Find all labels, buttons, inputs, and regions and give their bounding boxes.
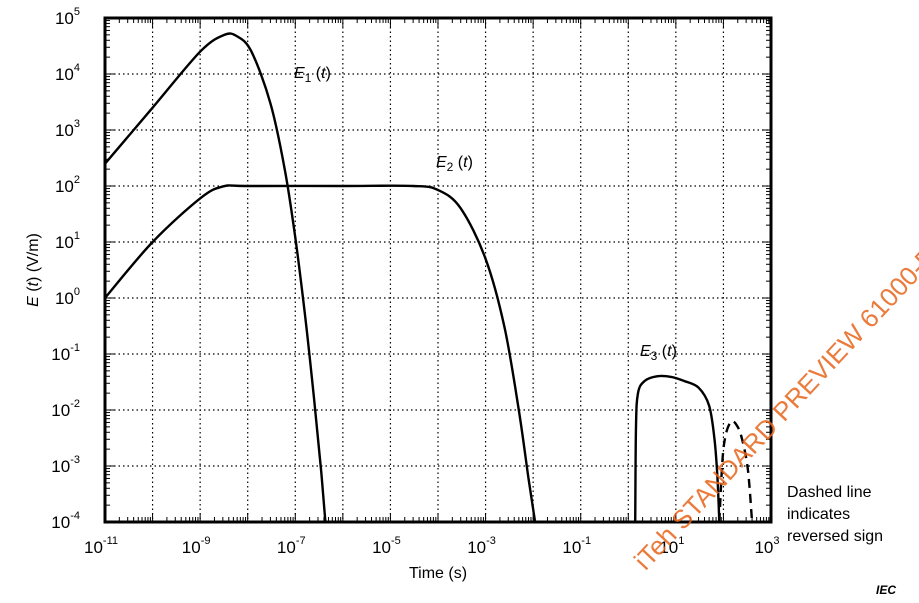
y-tick-label: 10-4: [51, 510, 80, 532]
series-line-3: [634, 374, 721, 523]
y-axis-title-arg: t: [25, 281, 42, 286]
annotation-line-2: indicates: [787, 506, 850, 523]
annotation-line-1: Dashed line: [787, 484, 872, 501]
y-tick-label: 102: [55, 174, 80, 196]
series-label-e1: E1 (t): [294, 65, 331, 85]
grid-lines: [105, 18, 771, 522]
series-label-e2: E2 (t): [436, 154, 473, 174]
series-line-2: [104, 184, 537, 523]
x-tick-label: 103: [754, 535, 779, 557]
x-tick-label: 10-7: [277, 535, 306, 557]
y-tick-label: 105: [55, 6, 80, 28]
y-tick-label: 10-2: [51, 398, 80, 420]
series-line-4: [718, 419, 754, 523]
y-axis-ticks: 10-4 10-3 10-2 10-1 100 101 102 103 104 105: [51, 6, 80, 532]
x-tick-label: 10-3: [467, 535, 496, 557]
x-axis-title: Time (s): [409, 565, 467, 582]
y-tick-label: 101: [55, 230, 80, 252]
plot-frame: [103, 16, 773, 524]
x-tick-label: 10-1: [562, 535, 591, 557]
x-tick-label: 10-11: [84, 535, 118, 557]
series-line-1: [104, 32, 327, 523]
iec-label: IEC: [876, 583, 897, 597]
y-tick-label: 103: [55, 118, 80, 140]
y-axis-title-close: ) (V/m): [25, 233, 42, 282]
series-label-e3: E3 (t): [640, 343, 677, 363]
y-axis-title-symbol: E: [25, 296, 42, 307]
annotation-line-3: reversed sign: [787, 528, 883, 545]
x-tick-label: 10-5: [372, 535, 401, 557]
y-tick-label: 104: [55, 62, 80, 84]
y-tick-label: 100: [55, 286, 80, 308]
y-tick-label: 10-3: [51, 454, 80, 476]
x-axis-ticks: 10-11 10-9 10-7 10-5 10-3 10-1 101 103: [84, 535, 780, 557]
x-tick-label: 101: [659, 535, 684, 557]
y-tick-label: 10-1: [51, 342, 80, 364]
x-tick-label: 10-9: [182, 535, 211, 557]
series-lines: [104, 32, 754, 523]
y-axis-title-open: (: [25, 286, 42, 296]
y-axis-title: E (t) (V/m): [25, 233, 42, 307]
